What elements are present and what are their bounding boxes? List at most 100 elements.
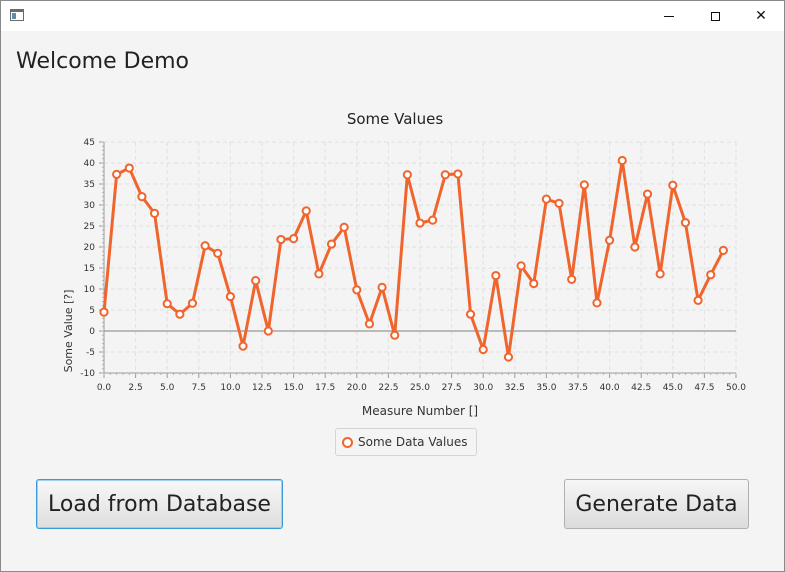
data-point xyxy=(187,298,198,308)
y-tick-label: 25 xyxy=(84,222,95,232)
y-tick-label: 15 xyxy=(84,264,95,274)
data-point xyxy=(605,235,615,245)
data-point xyxy=(251,276,261,286)
data-point xyxy=(541,194,552,204)
data-point xyxy=(415,218,425,228)
data-point xyxy=(655,269,665,279)
x-tick-label: 7.5 xyxy=(192,383,206,393)
data-point xyxy=(516,261,526,271)
y-tick-label: 40 xyxy=(84,159,96,169)
load-from-database-button[interactable]: Load from Database xyxy=(36,479,283,529)
chart-title: Some Values xyxy=(347,110,443,128)
x-tick-label: 50.0 xyxy=(726,383,746,393)
chart-series xyxy=(99,155,728,362)
data-point xyxy=(630,242,640,252)
data-point xyxy=(642,189,653,199)
y-tick-label: -10 xyxy=(80,369,95,379)
maximize-button[interactable] xyxy=(692,1,738,31)
data-point xyxy=(453,169,463,179)
x-tick-label: 22.5 xyxy=(378,383,398,393)
chart-legend: Some Data Values xyxy=(335,428,477,456)
data-point xyxy=(617,155,627,166)
data-point xyxy=(706,270,716,280)
app-window-icon xyxy=(10,9,24,21)
generate-data-button[interactable]: Generate Data xyxy=(564,479,749,529)
x-tick-label: 12.5 xyxy=(252,383,272,393)
x-tick-label: 17.5 xyxy=(315,383,335,393)
x-tick-label: 32.5 xyxy=(505,383,525,393)
data-point xyxy=(137,192,147,202)
y-tick-label: -5 xyxy=(86,348,95,358)
title-bar[interactable]: ✕ xyxy=(1,1,784,31)
data-point xyxy=(238,341,248,351)
x-tick-label: 2.5 xyxy=(128,383,142,393)
data-point xyxy=(364,319,375,329)
data-point xyxy=(402,170,412,180)
data-point xyxy=(263,326,273,336)
data-point xyxy=(503,352,514,362)
y-tick-label: 5 xyxy=(89,306,95,316)
data-point xyxy=(149,208,160,219)
data-point xyxy=(213,248,223,258)
data-point xyxy=(99,307,109,317)
x-tick-label: 10.0 xyxy=(220,383,240,393)
legend-label: Some Data Values xyxy=(358,435,468,449)
legend-marker xyxy=(342,436,353,448)
data-point xyxy=(276,234,286,245)
data-point xyxy=(718,245,728,255)
minimize-icon xyxy=(664,15,674,17)
data-point xyxy=(314,269,324,279)
y-axis-label: Some Value [?] xyxy=(62,290,75,373)
x-tick-label: 35.0 xyxy=(536,383,556,393)
chart-svg: Some Values Measure Number [] Some Value… xyxy=(62,110,746,418)
data-point xyxy=(567,274,577,284)
data-point xyxy=(175,309,185,319)
data-point xyxy=(225,291,235,302)
y-tick-label: 30 xyxy=(84,201,96,211)
chart-grid xyxy=(103,141,737,374)
x-tick-label: 40.0 xyxy=(600,383,620,393)
x-tick-label: 20.0 xyxy=(347,383,367,393)
data-point xyxy=(554,198,564,208)
data-point xyxy=(440,170,450,180)
data-point xyxy=(579,180,589,190)
x-tick-label: 15.0 xyxy=(284,383,304,393)
data-point xyxy=(162,299,172,309)
minimize-button[interactable] xyxy=(646,1,692,31)
data-point xyxy=(200,241,210,251)
x-tick-label: 25.0 xyxy=(410,383,430,393)
data-point xyxy=(478,344,488,355)
line-chart: Some Values Measure Number [] Some Value… xyxy=(1,101,784,461)
y-tick-label: 10 xyxy=(84,285,96,295)
x-tick-label: 47.5 xyxy=(694,383,714,393)
data-point xyxy=(491,270,501,281)
data-point xyxy=(326,239,337,249)
x-tick-label: 42.5 xyxy=(631,383,651,393)
y-tick-label: 0 xyxy=(89,327,95,337)
data-point xyxy=(112,169,122,179)
data-point xyxy=(339,222,349,232)
x-tick-label: 37.5 xyxy=(568,383,588,393)
data-point xyxy=(529,278,539,289)
data-point xyxy=(465,309,476,319)
data-point xyxy=(352,285,362,295)
close-button[interactable]: ✕ xyxy=(738,1,784,31)
data-point xyxy=(301,206,311,216)
data-point xyxy=(124,163,134,173)
page-title: Welcome Demo xyxy=(16,49,189,74)
data-point xyxy=(289,234,299,244)
y-tick-label: 35 xyxy=(84,180,95,190)
data-point xyxy=(377,282,387,292)
x-tick-label: 27.5 xyxy=(442,383,462,393)
x-tick-label: 0.0 xyxy=(97,383,112,393)
data-point xyxy=(592,298,602,308)
x-tick-label: 45.0 xyxy=(663,383,683,393)
chart-axes: 0.0 2.5 5.0 7.5 10.0 12.5 15.0 17.5 20.0 22.5 25.0… xyxy=(80,138,746,393)
x-tick-label: 5.0 xyxy=(160,383,175,393)
data-point xyxy=(428,215,438,225)
close-icon: ✕ xyxy=(755,8,767,24)
y-tick-label: 20 xyxy=(84,243,96,253)
x-tick-label: 30.0 xyxy=(473,383,493,393)
x-axis-label: Measure Number [] xyxy=(362,404,478,418)
